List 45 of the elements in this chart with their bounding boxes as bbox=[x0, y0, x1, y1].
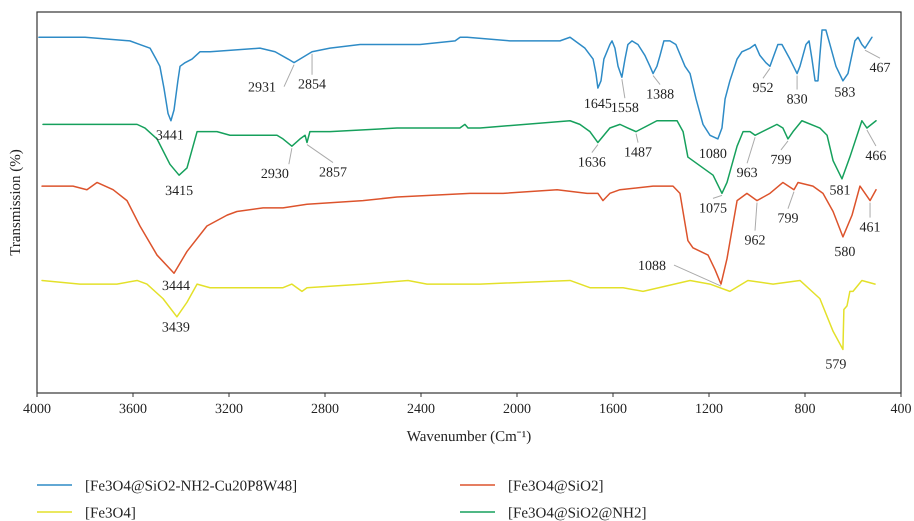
x-tick-label: 3600 bbox=[119, 402, 147, 417]
annotation: 581 bbox=[829, 184, 850, 199]
annotation: 1487 bbox=[624, 146, 652, 161]
annotation: 1636 bbox=[578, 155, 606, 170]
annotation: 3441 bbox=[156, 128, 184, 144]
annotation: 799 bbox=[777, 212, 798, 227]
x-axis-title: Wavenumber (Cm⁻¹) bbox=[406, 429, 532, 445]
annotation: 830 bbox=[786, 92, 808, 108]
annotation: 583 bbox=[834, 86, 856, 101]
x-tick-label: 2000 bbox=[503, 402, 531, 417]
annotation: 3444 bbox=[162, 279, 190, 294]
annotation: 1080 bbox=[698, 146, 727, 162]
x-tick-label: 2800 bbox=[311, 402, 339, 417]
annotation: 3415 bbox=[165, 184, 194, 200]
x-tick-label: 3200 bbox=[215, 402, 243, 417]
annotation: 963 bbox=[736, 166, 758, 182]
x-tick-label: 2400 bbox=[407, 402, 435, 417]
x-tick-label: 1200 bbox=[695, 402, 723, 417]
legend-label: [Fe3O4@SiO2-NH2-Cu20P8W48] bbox=[85, 478, 298, 494]
x-tick-label: 400 bbox=[890, 402, 912, 417]
annotation: 799 bbox=[770, 152, 792, 168]
annotation: 466 bbox=[865, 148, 886, 164]
annotation: 2930 bbox=[260, 167, 289, 182]
x-tick-label: 800 bbox=[794, 402, 816, 417]
annotation: 1388 bbox=[646, 87, 674, 102]
legend-label: [Fe3O4] bbox=[85, 505, 136, 521]
annotation: 962 bbox=[744, 234, 766, 249]
annotation: 952 bbox=[752, 81, 774, 96]
x-tick-label: 4000 bbox=[23, 402, 51, 417]
x-tick-label: 1600 bbox=[599, 402, 627, 417]
y-axis-title: Transmission (%) bbox=[8, 149, 24, 256]
annotation: 580 bbox=[834, 244, 856, 260]
annotation: 1645 bbox=[584, 96, 612, 112]
legend-label: [Fe3O4@SiO2] bbox=[508, 478, 604, 494]
annotation: 2931 bbox=[248, 80, 276, 96]
annotation: 467 bbox=[870, 61, 890, 76]
legend-label: [Fe3O4@SiO2@NH2] bbox=[508, 505, 646, 521]
annotation: 461 bbox=[860, 220, 881, 236]
annotation: 579 bbox=[825, 357, 846, 372]
annotation: 1558 bbox=[610, 101, 639, 116]
annotation: 2857 bbox=[319, 165, 347, 180]
annotation: 3439 bbox=[162, 320, 190, 336]
annotation: 1088 bbox=[638, 259, 666, 274]
annotation: 1075 bbox=[698, 201, 727, 216]
annotation: 2854 bbox=[298, 78, 326, 93]
